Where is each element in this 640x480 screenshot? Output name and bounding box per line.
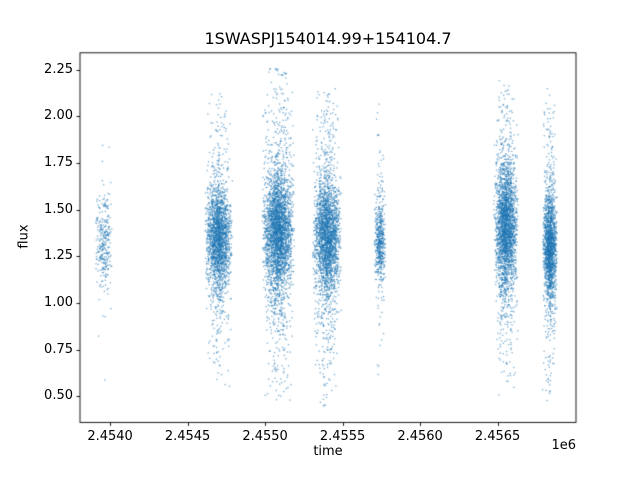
- y-tick-label: 2.00: [44, 108, 73, 124]
- x-tick-label: 2.4550: [242, 429, 288, 445]
- x-tick-label: 2.4555: [319, 429, 366, 445]
- y-tick-label: 0.75: [44, 341, 73, 357]
- y-tick-label: 0.50: [44, 388, 73, 404]
- x-tick-label: 2.4545: [164, 429, 211, 445]
- x-tick-label: 2.4565: [474, 429, 521, 445]
- x-axis-label: time: [313, 444, 343, 459]
- x-tick-label: 2.4540: [87, 429, 133, 445]
- y-tick-label: 1.50: [44, 201, 73, 217]
- y-tick-label: 1.75: [44, 154, 73, 170]
- y-tick-label: 1.00: [44, 294, 73, 310]
- chart-title: 1SWASPJ154014.99+154104.7: [204, 29, 452, 48]
- x-axis-offset-text: 1e6: [551, 438, 576, 453]
- y-tick-label: 1.25: [44, 248, 73, 264]
- x-tick-label: 2.4560: [397, 429, 443, 445]
- y-tick-label: 2.25: [44, 61, 73, 77]
